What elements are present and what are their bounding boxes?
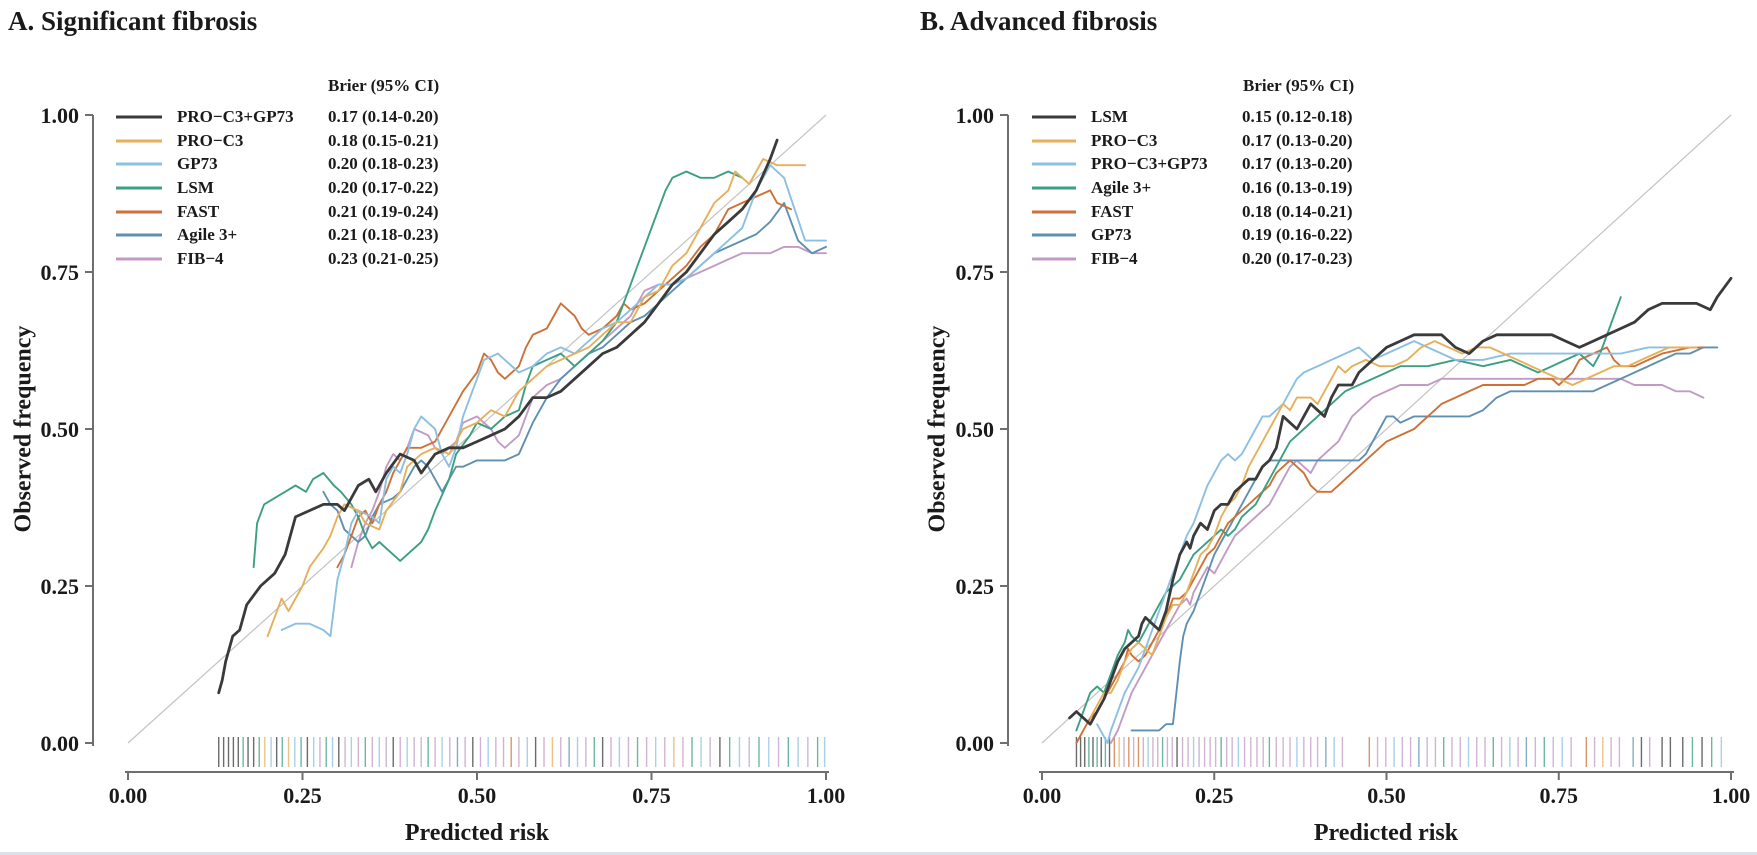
svg-text:1.00: 1.00 [1712,783,1751,808]
legend-series-name: LSM [1091,107,1128,126]
legend-item: FAST 0.18 (0.14-0.21) [1030,200,1352,224]
legend-series-name: FAST [177,202,220,221]
legend-line-swatch [1032,186,1076,190]
calibration-plot-a: 0.00 0.25 0.50 0.75 1.00 0.00 0.25 0.50 0.75 1.00 [41,103,846,808]
panel-b-legend-header: Brier (95% CI) [1243,76,1355,95]
legend-brier-value: 0.17 (0.14-0.20) [328,107,439,126]
legend-brier-value: 0.20 (0.17-0.22) [328,178,439,197]
legend-line-swatch [116,210,162,214]
legend-item: PRO−C3 0.17 (0.13-0.20) [1030,129,1352,153]
legend-series-name: LSM [177,178,214,197]
legend-brier-value: 0.19 (0.16-0.22) [1242,225,1353,244]
legend-line-swatch [116,115,162,119]
svg-text:0.75: 0.75 [1540,783,1579,808]
legend-series-name: GP73 [177,154,218,173]
legend-item: GP73 0.20 (0.18-0.23) [114,152,438,176]
svg-text:0.25: 0.25 [283,783,322,808]
calibration-plot-b: 0.00 0.25 0.50 0.75 1.00 0.00 0.25 0.50 0.75 1.00 [956,103,1751,808]
legend-series-name: FIB−4 [1091,249,1138,268]
svg-text:0.75: 0.75 [632,783,671,808]
svg-text:0.50: 0.50 [41,417,80,442]
legend-brier-value: 0.15 (0.12-0.18) [1242,107,1353,126]
svg-text:0.50: 0.50 [1367,783,1406,808]
legend-line-swatch [1032,210,1076,214]
legend-series-name: Agile 3+ [177,225,238,244]
legend-brier-value: 0.16 (0.13-0.19) [1242,178,1353,197]
svg-text:0.00: 0.00 [109,783,148,808]
legend-line-swatch [1032,139,1076,143]
legend-brier-value: 0.18 (0.14-0.21) [1242,202,1353,221]
legend-line-swatch [116,139,162,143]
legend-series-name: FIB−4 [177,249,224,268]
bottom-edge-strip [0,852,1757,855]
legend-item: FIB−4 0.23 (0.21-0.25) [114,247,438,271]
legend-brier-value: 0.20 (0.18-0.23) [328,154,439,173]
svg-text:0.50: 0.50 [956,417,995,442]
legend-item: PRO−C3+GP73 0.17 (0.13-0.20) [1030,152,1352,176]
legend-line-swatch [116,186,162,190]
legend-item: Agile 3+ 0.16 (0.13-0.19) [1030,176,1352,200]
legend-item: GP73 0.19 (0.16-0.22) [1030,223,1352,247]
legend-line-swatch [1032,233,1076,237]
legend-brier-value: 0.17 (0.13-0.20) [1242,131,1353,150]
panel-a-y-axis-label: Observed frequency [10,325,37,533]
panel-b-title: B. Advanced fibrosis [920,6,1158,36]
legend-brier-value: 0.21 (0.18-0.23) [328,225,439,244]
svg-text:1.00: 1.00 [41,103,80,128]
legend-line-swatch [1032,257,1076,261]
legend-item: LSM 0.20 (0.17-0.22) [114,176,438,200]
panel-a-legend-header: Brier (95% CI) [328,76,440,95]
svg-text:0.50: 0.50 [458,783,497,808]
legend-series-name: FAST [1091,202,1134,221]
legend-item: Agile 3+ 0.21 (0.18-0.23) [114,223,438,247]
legend-line-swatch [116,162,162,166]
legend-brier-value: 0.21 (0.19-0.24) [328,202,439,221]
legend-item: PRO−C3 0.18 (0.15-0.21) [114,129,438,153]
legend-series-name: PRO−C3 [177,131,244,150]
legend-series-name: PRO−C3+GP73 [1091,154,1208,173]
legend-brier-value: 0.18 (0.15-0.21) [328,131,439,150]
panel-b-y-axis-label: Observed frequency [924,325,951,533]
legend-line-swatch [116,233,162,237]
legend-item: LSM 0.15 (0.12-0.18) [1030,105,1352,129]
svg-text:0.75: 0.75 [41,260,80,285]
svg-text:0.00: 0.00 [1023,783,1062,808]
legend-series-name: PRO−C3+GP73 [177,107,294,126]
legend-item: FIB−4 0.20 (0.17-0.23) [1030,247,1352,271]
svg-text:0.00: 0.00 [956,731,995,756]
legend-line-swatch [116,257,162,261]
legend-brier-value: 0.23 (0.21-0.25) [328,249,439,268]
svg-text:0.25: 0.25 [956,574,995,599]
svg-text:0.25: 0.25 [41,574,80,599]
legend-series-name: Agile 3+ [1091,178,1152,197]
svg-text:0.75: 0.75 [956,260,995,285]
legend-item: FAST 0.21 (0.19-0.24) [114,200,438,224]
panel-b-x-axis-label: Predicted risk [1313,820,1459,846]
panel-a-x-axis-label: Predicted risk [404,820,550,846]
legend-brier-value: 0.17 (0.13-0.20) [1242,154,1353,173]
legend-item: PRO−C3+GP73 0.17 (0.14-0.20) [114,105,438,129]
legend-series-name: GP73 [1091,225,1132,244]
legend-line-swatch [1032,162,1076,166]
legend-series-name: PRO−C3 [1091,131,1158,150]
panel-a-title: A. Significant fibrosis [8,6,258,36]
svg-text:1.00: 1.00 [807,783,846,808]
legend-brier-value: 0.20 (0.17-0.23) [1242,249,1353,268]
svg-text:0.00: 0.00 [41,731,80,756]
legend-line-swatch [1032,115,1076,119]
svg-text:0.25: 0.25 [1195,783,1234,808]
svg-text:1.00: 1.00 [956,103,995,128]
